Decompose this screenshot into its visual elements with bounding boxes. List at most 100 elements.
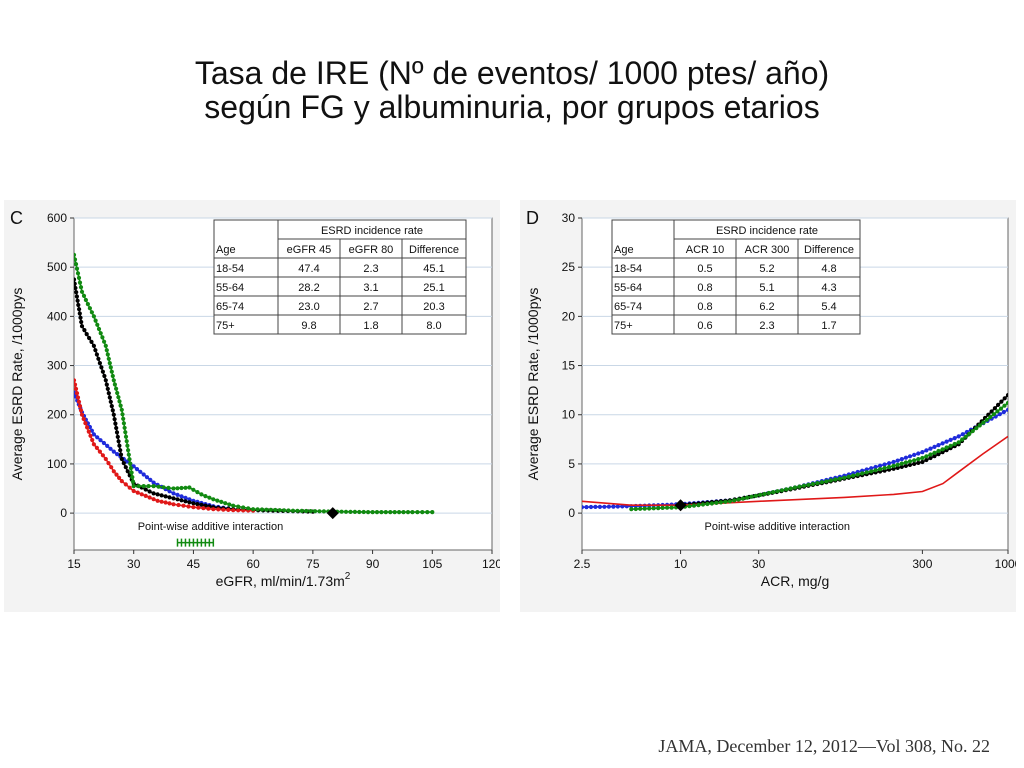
panel-d-y-tick-label: 0 <box>568 506 575 520</box>
panel-c-series-point-75+ <box>111 378 116 383</box>
panel-d-series-point-75+ <box>932 450 937 455</box>
panel-c-series-point-75+ <box>89 310 94 315</box>
panel-c-series-point-55-64 <box>74 285 78 291</box>
panel-c-series-point-75+ <box>121 421 126 426</box>
panel-c-letter: C <box>10 208 23 228</box>
panel-c-series-point-75+ <box>392 510 397 515</box>
panel-d-series-point-75+ <box>810 481 815 487</box>
panel-c-series-point-65-74 <box>226 507 231 512</box>
panel-c-series-point-65-74 <box>163 500 168 505</box>
panel-c-series-point-75+ <box>123 434 129 439</box>
panel-c-series-point-75+ <box>78 285 84 290</box>
panel-c-series-point-65-74 <box>85 425 90 430</box>
panel-c-series-point-75+ <box>136 484 141 489</box>
panel-d-series-point-75+ <box>745 495 750 500</box>
panel-c-series-point-75+ <box>211 497 216 502</box>
panel-d-series-point-55-64 <box>996 402 1001 407</box>
panel-d-series-point-75+ <box>797 484 802 489</box>
panel-c-series-point-75+ <box>116 395 121 400</box>
panel-c-series-point-55-64 <box>107 395 112 400</box>
panel-d-x-tick-label: 2.5 <box>574 557 591 571</box>
panel-c-y-tick-label: 0 <box>60 506 67 520</box>
panel-c-series-point-75+ <box>268 507 273 512</box>
panel-c-series-point-55-64 <box>94 352 99 357</box>
panel-d-series-point-75+ <box>792 485 798 490</box>
panel-c-series-point-65-74 <box>106 461 111 466</box>
panel-d-x-tick-label: 300 <box>912 557 932 571</box>
panel-c-series-point-75+ <box>366 510 371 515</box>
panel-c-series-point-65-74 <box>74 382 78 387</box>
panel-c-inset-cell: 18-54 <box>216 263 244 275</box>
panel-d-series-point-75+ <box>709 501 714 506</box>
panel-c-series-point-65-74 <box>83 421 88 426</box>
panel-c-y-tick-label: 300 <box>47 359 67 373</box>
panel-d-series-point-75+ <box>920 455 925 461</box>
panel-c-series-point-55-64 <box>109 404 114 409</box>
panel-c-series-point-55-64 <box>125 469 130 474</box>
panel-d-series-point-55-64 <box>916 460 921 465</box>
panel-d-y-tick-label: 15 <box>562 359 576 373</box>
panel-c-series-point-75+ <box>420 510 425 515</box>
panel-c-series-point-65-74 <box>117 475 122 480</box>
panel-d-series-point-75+ <box>714 500 719 505</box>
panel-c-series-point-75+ <box>286 508 291 513</box>
citation: JAMA, December 12, 2012—Vol 308, No. 22 <box>658 736 990 756</box>
panel-d-y-tick-label: 20 <box>562 309 576 323</box>
panel-c-series-point-75+ <box>130 479 136 484</box>
panel-d-series-point-75+ <box>732 498 737 503</box>
panel-d-series-point-55-64 <box>895 465 900 470</box>
panel-c-series-point-55-64 <box>155 492 160 497</box>
panel-d-series-point-75+ <box>924 454 929 459</box>
panel-d-series-point-75+ <box>660 505 665 510</box>
panel-c-series-group <box>74 252 435 515</box>
panel-c-series-point-55-64 <box>175 497 180 502</box>
panel-c-series-point-55-64 <box>143 487 148 492</box>
panel-c-series-point-65-74 <box>186 504 191 509</box>
panel-c-series-point-75+ <box>121 416 126 421</box>
panel-c-series-point-65-74 <box>155 498 160 503</box>
panel-c-inset-cell: 75+ <box>216 320 235 332</box>
panel-d-series-point-75+ <box>651 506 656 511</box>
panel-c-series-point-55-64 <box>84 332 89 337</box>
panel-c-series-point-75+ <box>361 509 366 515</box>
panel-d-series-point-18-54 <box>1001 409 1006 415</box>
panel-d-series-point-75+ <box>928 452 933 457</box>
panel-c-series-point-65-74 <box>81 416 86 422</box>
panel-c-series-point-65-74 <box>77 404 83 409</box>
panel-d-series-point-75+ <box>642 506 647 511</box>
panel-c-series-point-75+ <box>81 293 87 298</box>
panel-c-series-point-75+ <box>128 466 133 471</box>
panel-d-series-point-75+ <box>991 412 996 417</box>
panel-d-series-point-75+ <box>727 499 732 504</box>
panel-c-series-point-75+ <box>110 373 115 379</box>
panel-c-series-point-55-64 <box>76 302 81 308</box>
panel-d-series-group <box>582 392 1008 512</box>
panel-d-series-point-55-64 <box>903 463 908 468</box>
panel-c-series-point-65-74 <box>79 412 85 417</box>
panel-d-series-point-75+ <box>801 483 807 488</box>
panel-d-series-point-75+ <box>948 443 953 448</box>
panel-d-series-point-18-54 <box>936 443 941 448</box>
panel-c-series-point-75+ <box>405 510 411 515</box>
panel-c-series-point-65-74 <box>147 495 152 500</box>
panel-d-series-point-75+ <box>995 409 1000 414</box>
panel-d-inset-cell: 18-54 <box>614 263 642 275</box>
panel-d-series-point-75+ <box>944 445 949 450</box>
panel-d-series-point-18-54 <box>887 461 892 466</box>
panel-d-series-point-18-54 <box>891 459 896 465</box>
panel-d-series-point-18-54 <box>940 441 945 446</box>
panel-d-series-point-55-64 <box>912 461 917 466</box>
panel-d-series-point-75+ <box>1002 403 1007 408</box>
panel-d-series-point-18-54 <box>611 504 616 509</box>
panel-c-series-point-55-64 <box>118 452 124 457</box>
panel-c-series-point-55-64 <box>97 361 102 366</box>
panel-d-x-tick-label: 10 <box>674 557 688 571</box>
panel-c-series-point-55-64 <box>191 501 196 506</box>
panel-d-series-point-75+ <box>736 497 741 502</box>
panel-d-series-point-75+ <box>718 500 723 505</box>
panel-c-series-point-75+ <box>388 510 393 515</box>
panel-c-series-point-75+ <box>227 502 232 507</box>
panel-c-series-point-18-54 <box>134 467 140 472</box>
panel-c-y-tick-label: 100 <box>47 457 67 471</box>
panel-c-series-point-65-74 <box>86 429 91 434</box>
